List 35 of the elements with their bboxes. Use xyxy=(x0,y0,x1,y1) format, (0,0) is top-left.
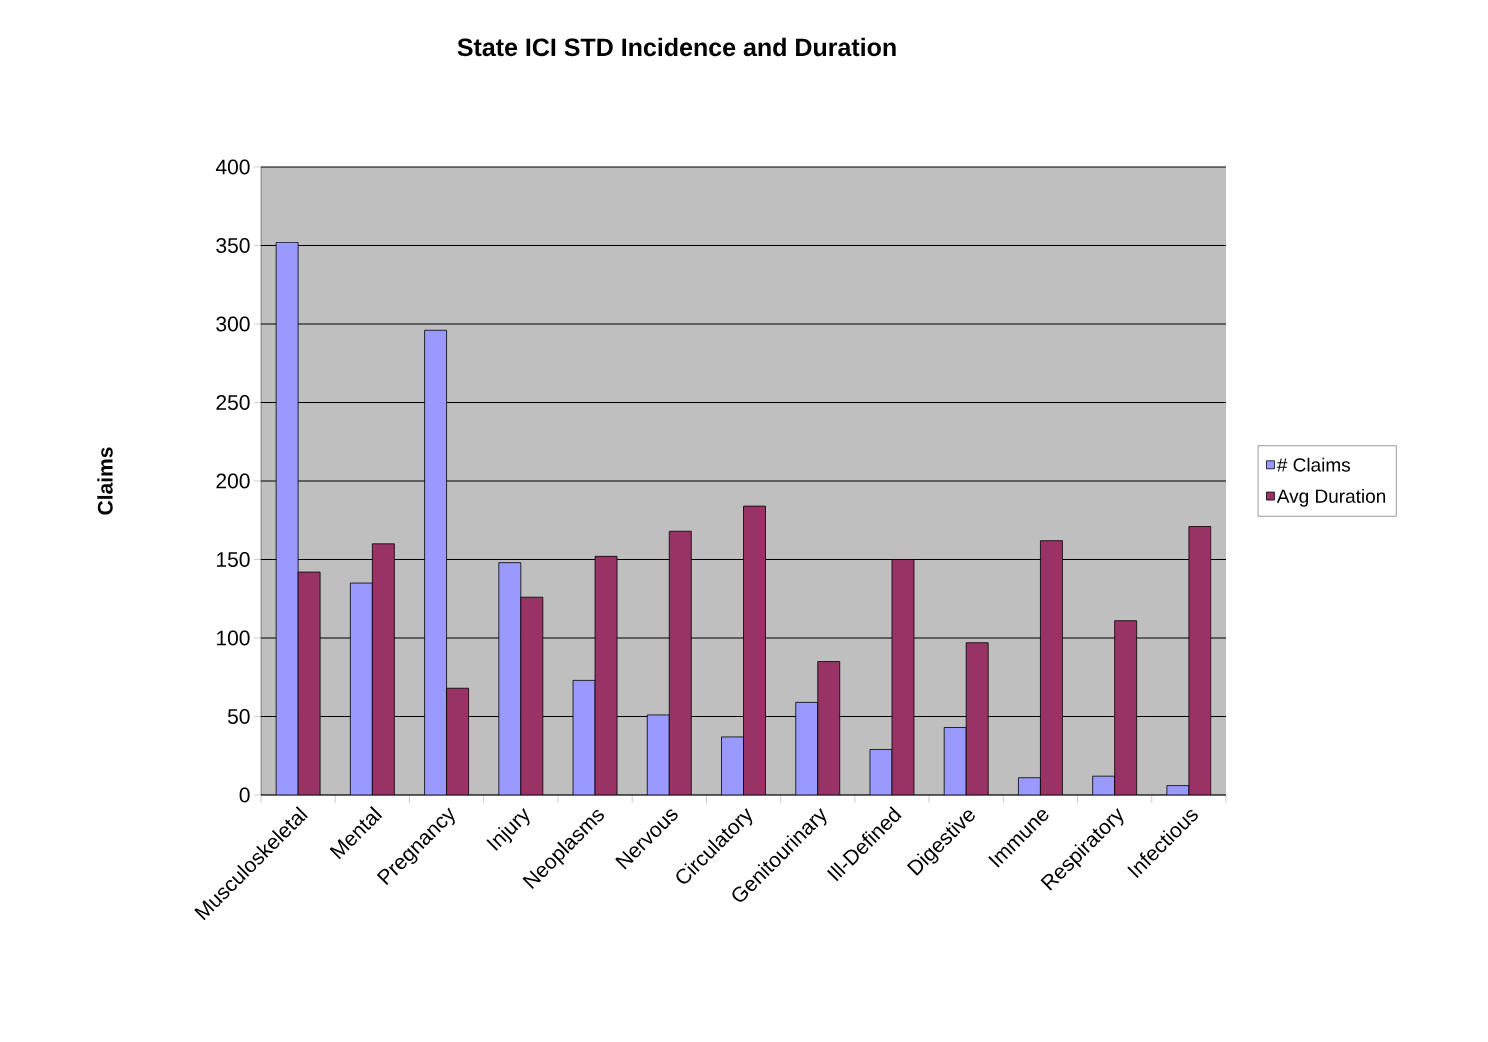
bar xyxy=(424,329,447,795)
bar xyxy=(668,530,692,795)
y-tick-label: 50 xyxy=(227,709,250,724)
bar xyxy=(594,555,618,795)
y-tick-label: 0 xyxy=(239,787,250,803)
bar xyxy=(572,679,596,795)
bar xyxy=(646,714,670,795)
bar xyxy=(943,727,967,795)
legend-label: Avg Duration xyxy=(1276,489,1386,507)
bar xyxy=(371,543,395,795)
bar xyxy=(891,559,915,795)
y-tick-label: 300 xyxy=(216,316,250,332)
bar xyxy=(275,241,299,795)
y-axis-title: Claims xyxy=(97,447,113,515)
bar xyxy=(1040,540,1063,795)
bar xyxy=(446,687,469,795)
bar xyxy=(965,642,989,795)
y-tick-label: 100 xyxy=(217,630,250,646)
y-tick-label: 400 xyxy=(215,159,250,175)
bar xyxy=(817,661,841,795)
bar xyxy=(520,596,544,795)
y-tick-label: 350 xyxy=(216,238,250,253)
bar xyxy=(795,701,819,795)
bar xyxy=(498,562,522,795)
y-tick-label: 200 xyxy=(216,473,250,489)
bar xyxy=(1114,620,1138,795)
legend-label: # Claims xyxy=(1276,457,1351,472)
chart-title: State ICI STD Incidence and Duration xyxy=(457,37,896,57)
y-tick-label: 150 xyxy=(217,552,250,567)
bar xyxy=(297,571,321,795)
y-tick-label: 250 xyxy=(216,395,250,410)
bar xyxy=(743,505,766,795)
bar xyxy=(1188,526,1212,795)
bar xyxy=(349,582,373,795)
bar xyxy=(721,736,744,795)
